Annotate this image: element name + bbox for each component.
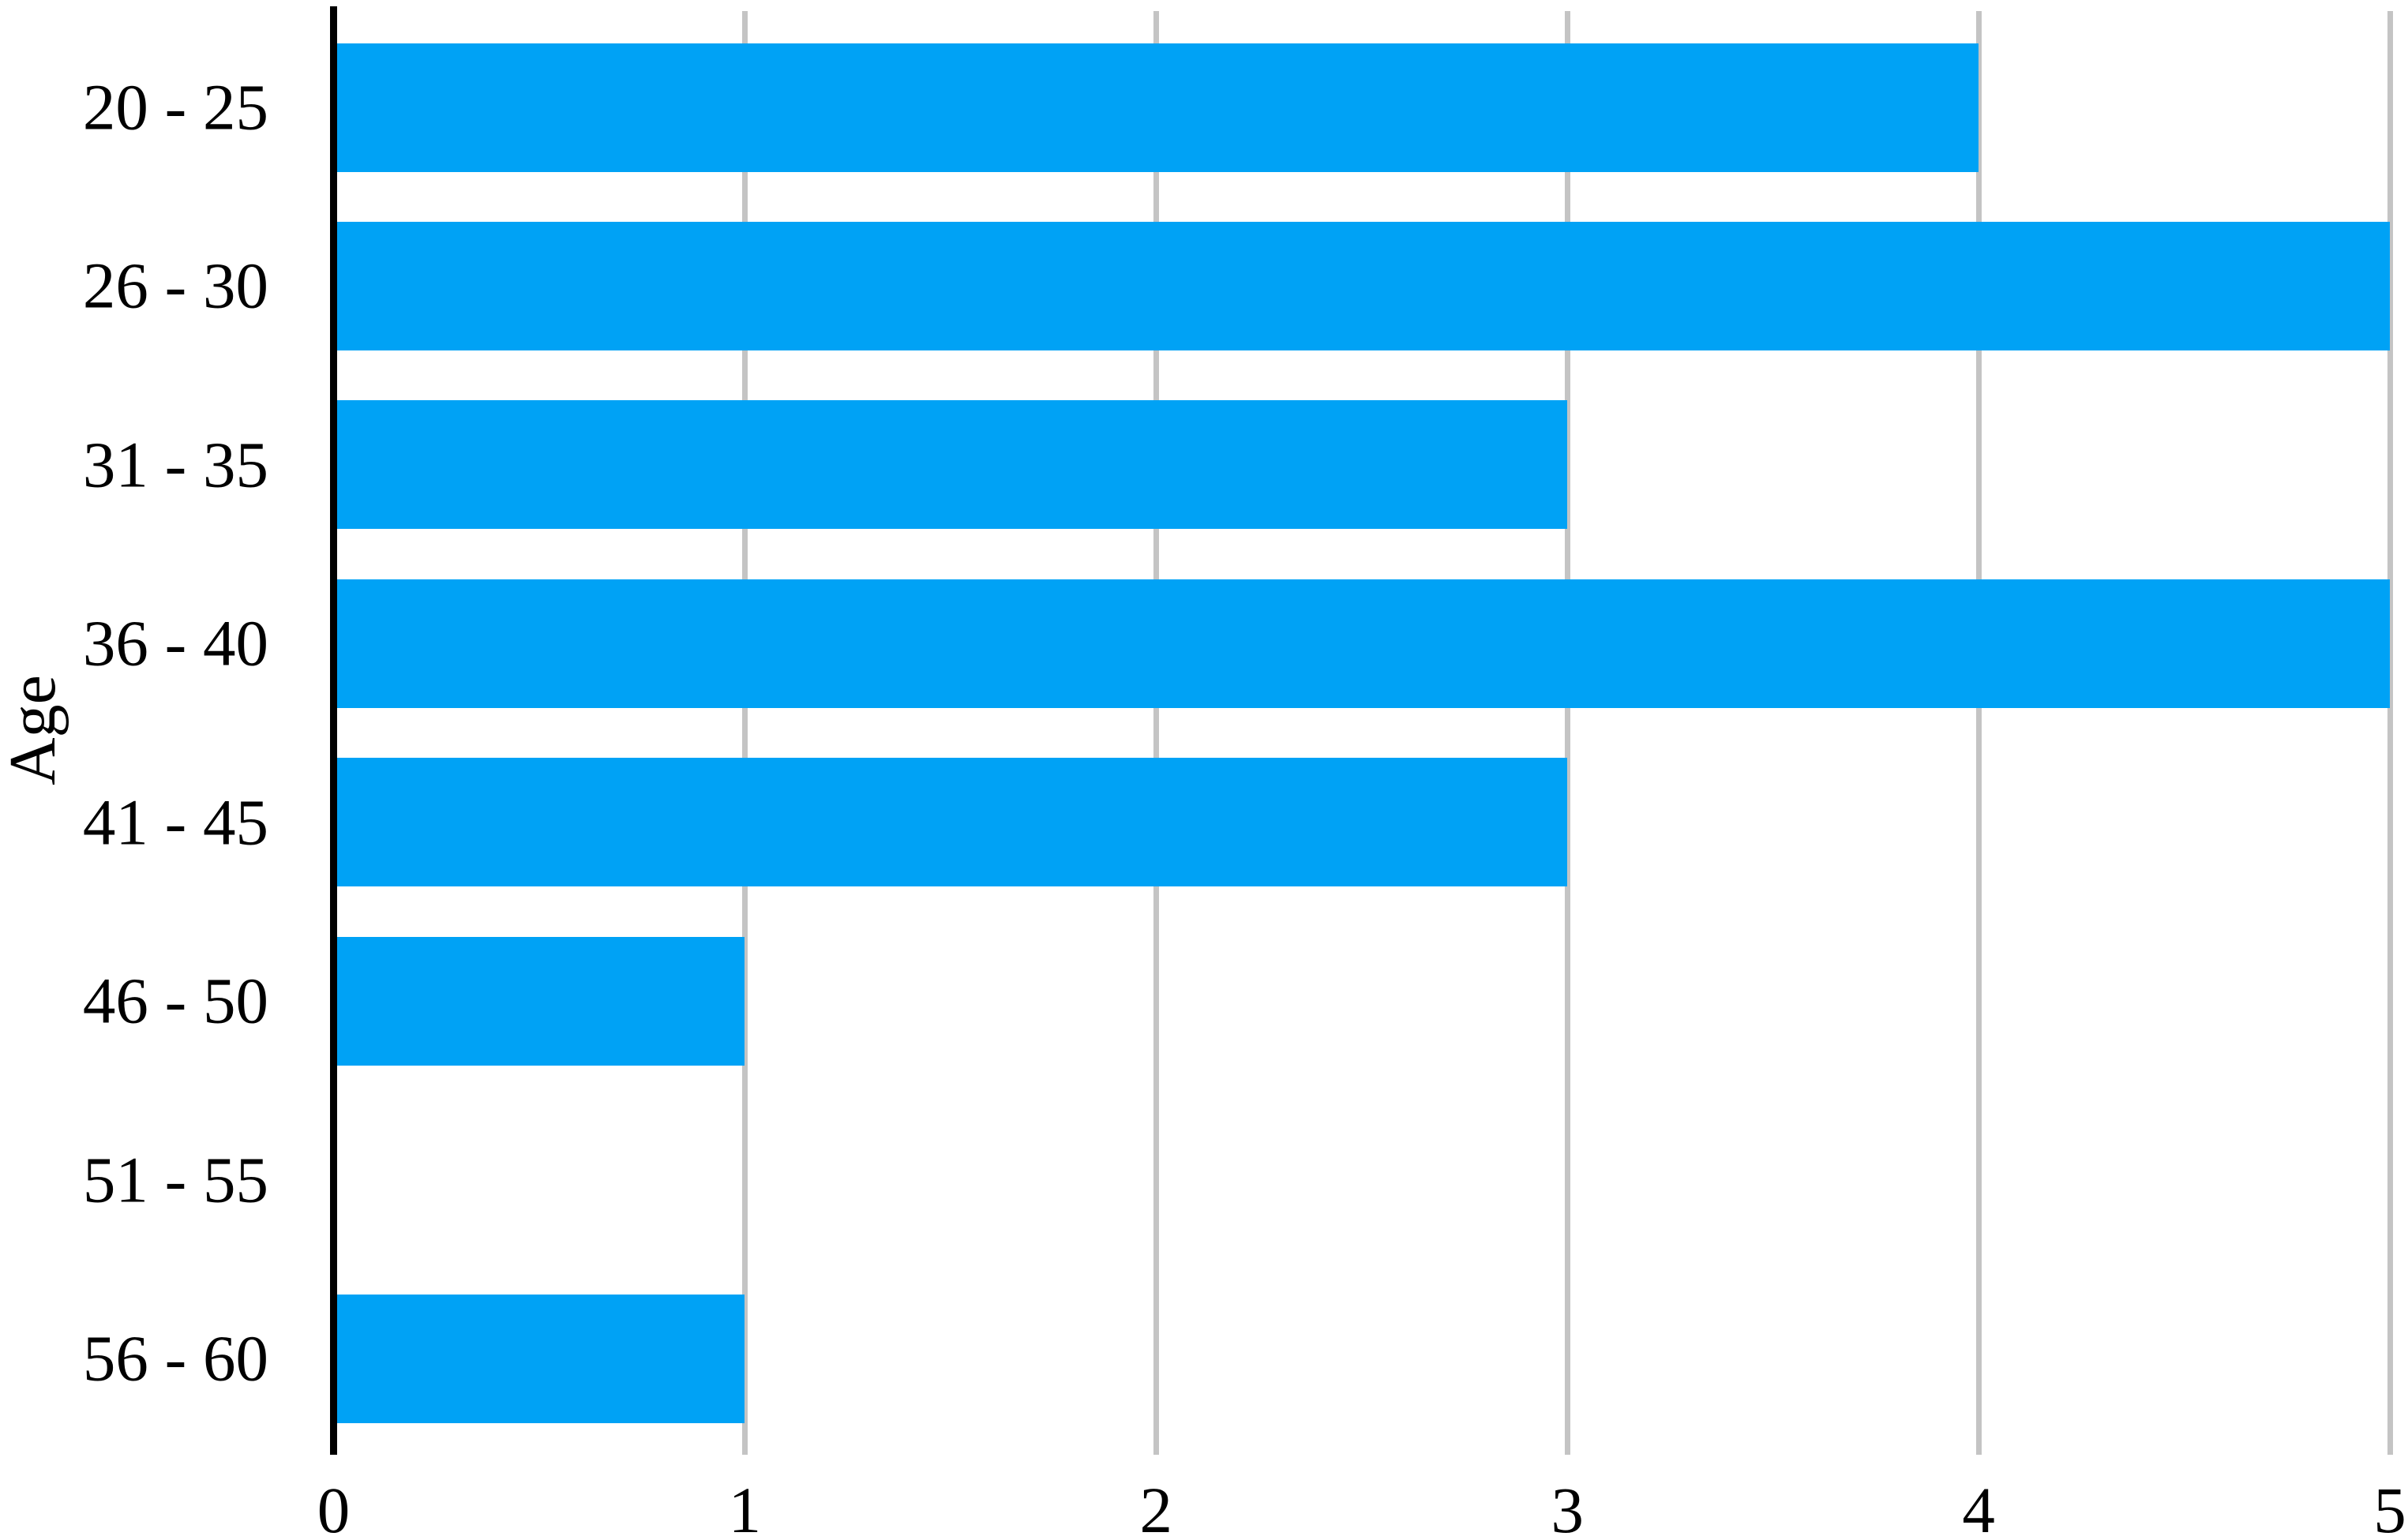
y-axis-title: Age xyxy=(0,675,69,785)
category-label: 56 - 60 xyxy=(82,1321,268,1395)
gridline xyxy=(2387,11,2393,1455)
x-axis-tick-label: 2 xyxy=(1139,1474,1173,1540)
category-label: 41 - 45 xyxy=(82,785,268,859)
bar-46-50 xyxy=(337,936,745,1066)
bar-26-30 xyxy=(337,221,2390,350)
category-label: 46 - 50 xyxy=(82,964,268,1037)
gridline xyxy=(1975,11,1982,1455)
bar-41-45 xyxy=(337,758,1568,887)
category-label: 26 - 30 xyxy=(82,249,268,322)
x-axis-tick-label: 0 xyxy=(317,1474,351,1540)
x-axis-tick-label: 5 xyxy=(2373,1474,2406,1540)
bar-36-40 xyxy=(337,579,2390,708)
gridline xyxy=(1153,11,1159,1455)
bar-56-60 xyxy=(337,1294,745,1423)
category-label: 20 - 25 xyxy=(82,70,268,144)
category-label: 51 - 55 xyxy=(82,1143,268,1216)
x-axis-tick-label: 3 xyxy=(1551,1474,1584,1540)
x-axis-tick-label: 4 xyxy=(1962,1474,1995,1540)
bar-31-35 xyxy=(337,400,1568,530)
y-axis-line xyxy=(330,6,337,1455)
category-label: 31 - 35 xyxy=(82,428,268,501)
x-axis-tick-label: 1 xyxy=(728,1474,762,1540)
gridline xyxy=(1564,11,1570,1455)
category-label: 36 - 40 xyxy=(82,606,268,680)
gridline xyxy=(741,11,748,1455)
bar-20-25 xyxy=(337,43,1979,172)
